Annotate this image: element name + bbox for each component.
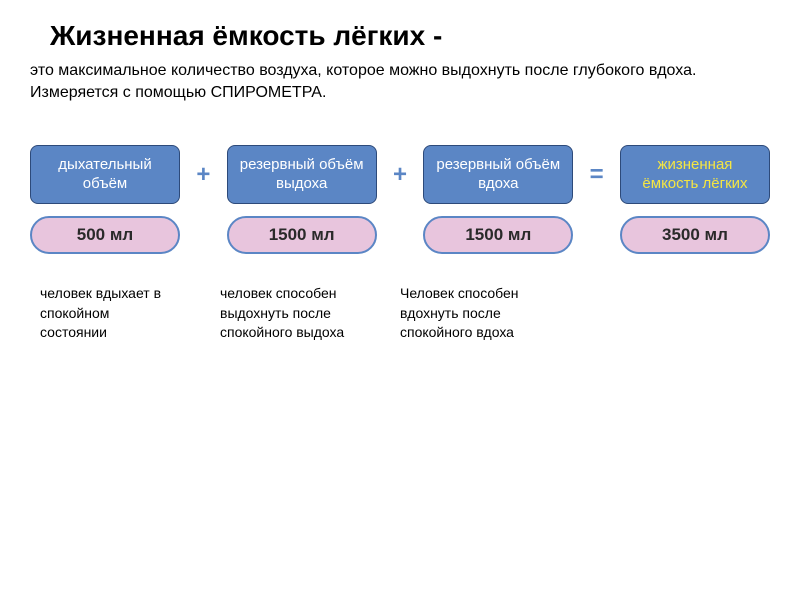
page-title: Жизненная ёмкость лёгких - [50, 20, 770, 52]
volume-row: 500 мл 1500 мл 1500 мл 3500 мл [30, 216, 770, 254]
page-subtitle: это максимальное количество воздуха, кот… [30, 60, 770, 105]
desc-reserve-exhale: человек способен выдохнуть после спокойн… [220, 284, 360, 343]
volume-reserve-exhale: 1500 мл [227, 216, 377, 254]
term-reserve-inhale: резервный объём вдоха [423, 145, 573, 205]
volume-reserve-inhale: 1500 мл [423, 216, 573, 254]
term-reserve-exhale: резервный объём выдоха [227, 145, 377, 205]
volume-tidal: 500 мл [30, 216, 180, 254]
term-tidal-volume: дыхательный объём [30, 145, 180, 205]
volume-vital-capacity: 3500 мл [620, 216, 770, 254]
description-row: человек вдыхает в спокойном состоянии че… [30, 284, 770, 343]
formula-row: дыхательный объём + резервный объём выдо… [30, 145, 770, 205]
desc-tidal: человек вдыхает в спокойном состоянии [40, 284, 180, 343]
plus-icon: + [387, 161, 413, 189]
plus-icon: + [190, 161, 216, 189]
equals-icon: = [584, 161, 610, 189]
desc-reserve-inhale: Человек способен вдохнуть после спокойно… [400, 284, 540, 343]
term-vital-capacity: жизненная ёмкость лёгких [620, 145, 770, 205]
